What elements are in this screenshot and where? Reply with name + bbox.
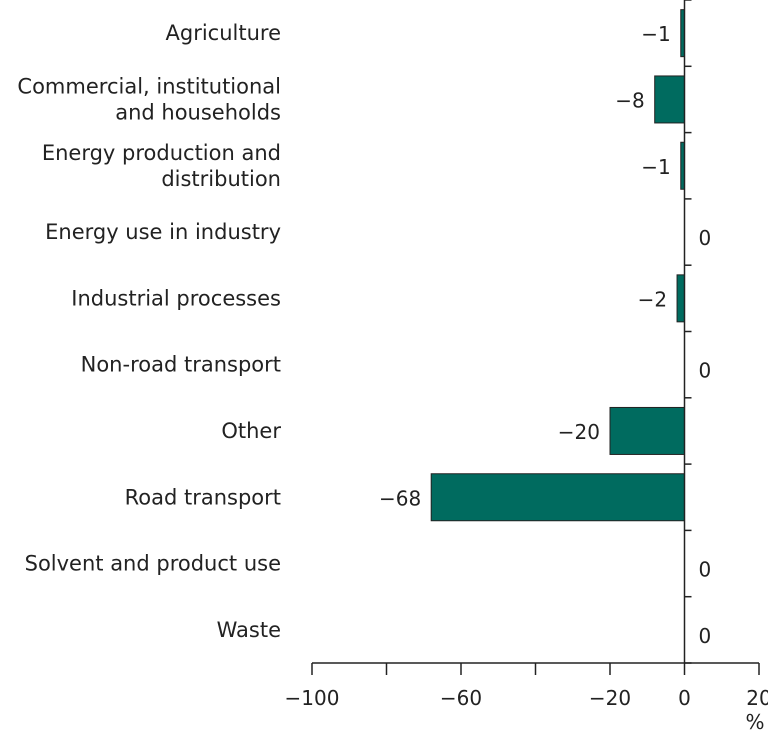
- bar-6: [609, 406, 685, 455]
- value-label: −68: [379, 486, 421, 510]
- value-label: −1: [641, 155, 670, 179]
- category-label: Agriculture: [166, 21, 282, 45]
- value-label: −2: [638, 287, 667, 311]
- category-label: Other: [221, 419, 281, 443]
- value-label: −8: [615, 88, 644, 112]
- category-label: Solvent and product use: [25, 552, 281, 576]
- category-labels: Agriculture Commercial, institutionaland …: [17, 21, 281, 642]
- category-label: Non-road transport: [81, 353, 281, 377]
- x-tick-label: 20: [746, 686, 768, 710]
- category-label: and households: [115, 100, 281, 124]
- bar-1: [654, 75, 686, 124]
- x-tick-label: 0: [678, 686, 691, 710]
- x-tick-label: −20: [589, 686, 631, 710]
- value-label: −1: [641, 22, 670, 46]
- x-tick-label: −60: [440, 686, 482, 710]
- x-tick-label: −100: [285, 686, 340, 710]
- bar-7: [430, 473, 686, 522]
- value-label: −20: [558, 420, 600, 444]
- category-label: Energy use in industry: [45, 220, 281, 244]
- category-label: distribution: [161, 167, 281, 191]
- value-label: 0: [699, 558, 712, 582]
- category-label: Waste: [217, 618, 281, 642]
- bar-4: [676, 274, 685, 323]
- category-label: Energy production and: [42, 141, 281, 165]
- category-label: Industrial processes: [71, 286, 281, 310]
- value-label: 0: [699, 226, 712, 250]
- value-label: 0: [699, 624, 712, 648]
- axes: −100 −60 −20 0 20: [285, 0, 768, 710]
- category-label: Road transport: [125, 485, 281, 509]
- value-label: 0: [699, 359, 712, 383]
- category-label: Commercial, institutional: [17, 74, 281, 98]
- x-axis-unit-label: %: [745, 710, 764, 734]
- bars-group: [430, 9, 686, 522]
